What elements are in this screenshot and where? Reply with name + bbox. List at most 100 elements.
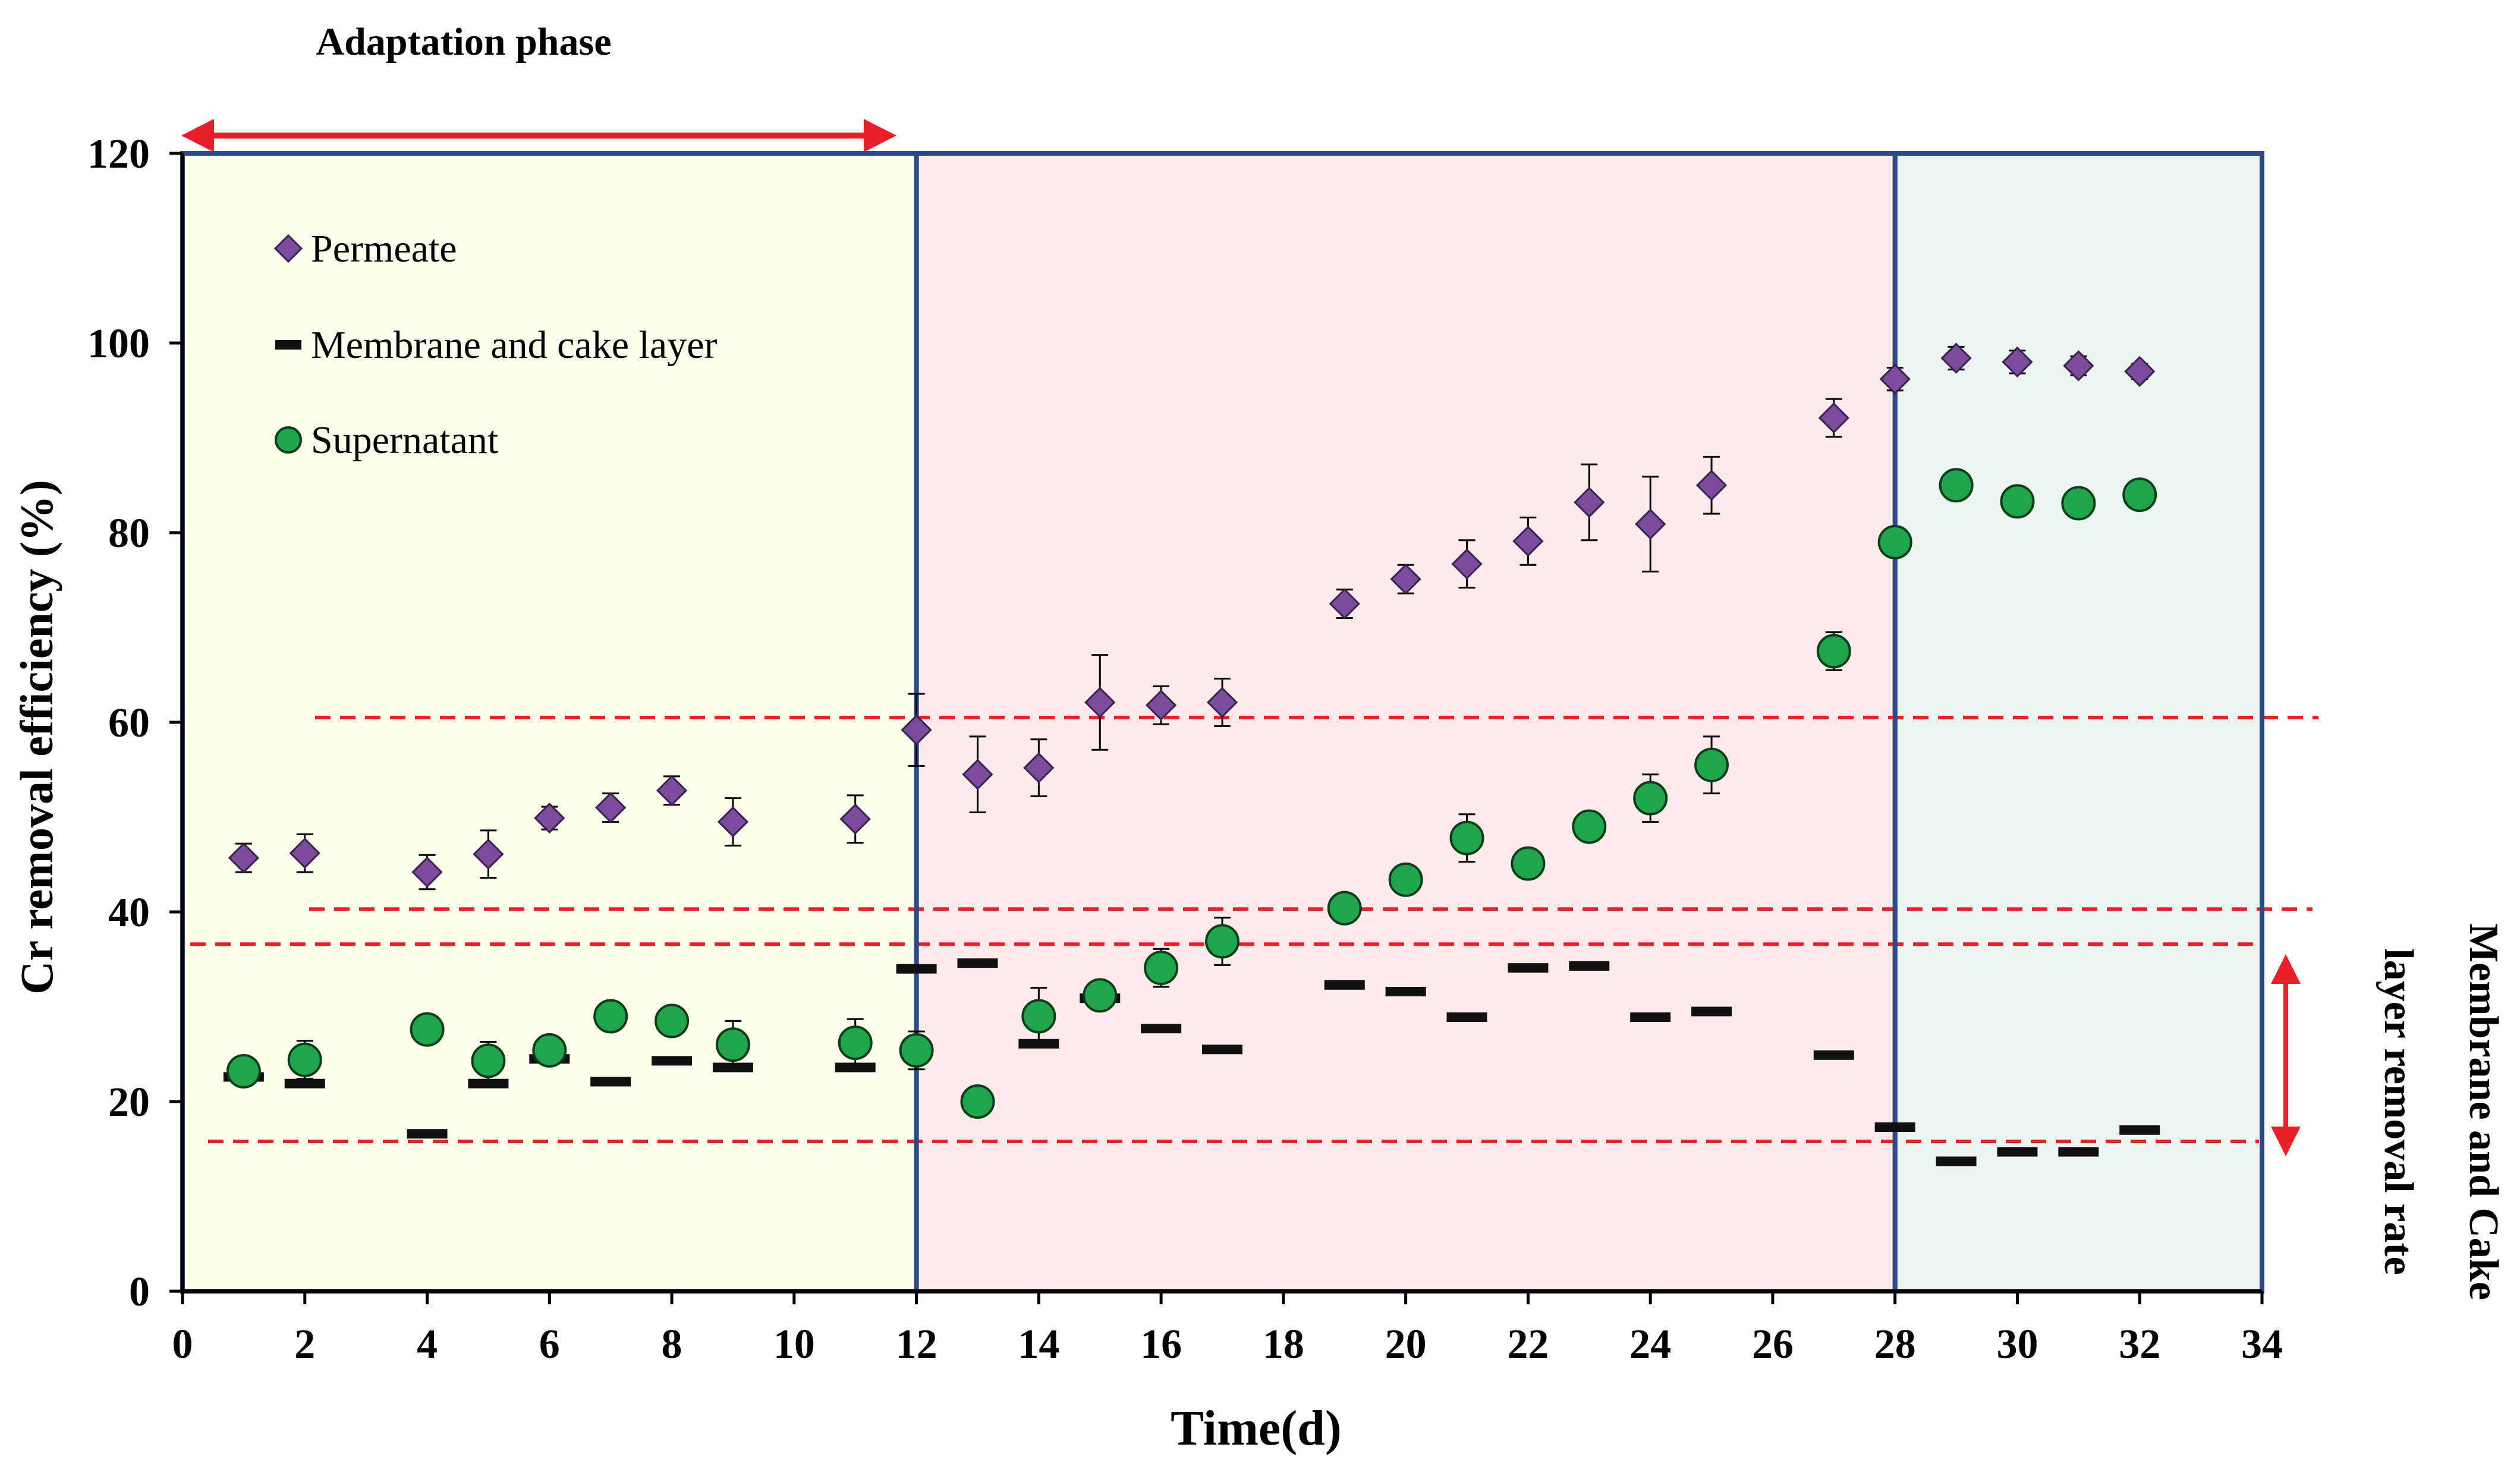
membrane-and-cake-layer-point (957, 958, 998, 968)
supernatant-point (899, 1033, 934, 1068)
x-tick-label: 4 (417, 1322, 438, 1367)
supernatant-point (2061, 486, 2096, 521)
supernatant-point (226, 1053, 261, 1089)
y-tick-label: 40 (108, 890, 150, 936)
membrane-and-cake-layer-point (1691, 1006, 1732, 1017)
supernatant-point (1511, 846, 1546, 881)
x-tick-label: 32 (2119, 1322, 2160, 1367)
membrane-and-cake-layer-point (1936, 1156, 1977, 1166)
x-tick-label: 12 (896, 1322, 937, 1367)
permeate-point (2063, 350, 2094, 382)
supernatant-point (471, 1043, 506, 1078)
legend-label: Membrane and cake layer (311, 323, 717, 367)
permeate-point (1329, 588, 1360, 619)
permeate-point (717, 806, 749, 838)
membrane-and-cake-layer-point (896, 964, 937, 974)
x-tick-label: 10 (773, 1322, 815, 1367)
membrane-and-cake-layer-point (1508, 963, 1549, 973)
x-axis-title: Time(d) (1171, 1401, 1342, 1456)
x-tick-label: 26 (1752, 1322, 1794, 1367)
x-tick-label: 34 (2241, 1322, 2283, 1367)
x-tick-label: 18 (1263, 1322, 1304, 1367)
supernatant-point (593, 999, 628, 1034)
right-label-line1: Membrane and Cake (2461, 923, 2506, 1300)
supernatant-point (1939, 468, 1974, 503)
membrane-and-cake-layer-point (1446, 1012, 1487, 1023)
chart-title: Adaptation phase (316, 20, 612, 64)
supernatant-point (2122, 477, 2157, 512)
legend-marker-permeate (273, 234, 303, 263)
permeate-point (2002, 346, 2033, 378)
permeate-point (1879, 363, 1911, 395)
legend-label: Supernatant (311, 419, 498, 462)
phase-region-1 (183, 153, 917, 1291)
membrane-removal-range-arrow (2271, 954, 2301, 1156)
membrane-and-cake-layer-point (1202, 1045, 1242, 1055)
supernatant-point (1144, 951, 1179, 986)
supernatant-point (1327, 891, 1362, 926)
phase-region-3 (1895, 153, 2262, 1291)
membrane-and-cake-layer-point (1141, 1024, 1182, 1034)
legend-marker-supernatant (275, 426, 302, 454)
x-tick-label: 0 (172, 1322, 193, 1367)
membrane-and-cake-layer-point (407, 1129, 448, 1139)
membrane-and-cake-layer-point (1997, 1147, 2038, 1157)
x-tick-label: 20 (1385, 1322, 1427, 1367)
supernatant-point (1877, 524, 1912, 559)
membrane-and-cake-layer-point (835, 1062, 876, 1072)
permeate-point (1145, 690, 1177, 721)
x-tick-label: 22 (1507, 1322, 1549, 1367)
x-tick-label: 16 (1140, 1322, 1182, 1367)
permeate-point (656, 775, 688, 806)
x-tick-label: 8 (662, 1322, 682, 1367)
permeate-point (839, 803, 871, 835)
membrane-and-cake-layer-point (712, 1062, 753, 1072)
supernatant-point (1633, 781, 1668, 816)
supernatant-point (1388, 862, 1423, 897)
y-tick-label: 20 (108, 1080, 150, 1125)
supernatant-point (532, 1033, 567, 1068)
supernatant-point (1021, 999, 1056, 1034)
supernatant-point (1205, 924, 1239, 959)
permeate-point (901, 714, 932, 745)
permeate-point (1574, 486, 1605, 518)
phase-region-2 (916, 153, 1895, 1291)
permeate-point (1023, 752, 1055, 784)
membrane-and-cake-layer-point (652, 1056, 693, 1066)
permeate-point (228, 842, 260, 874)
permeate-point (1451, 548, 1483, 580)
membrane-and-cake-layer-point (1813, 1050, 1854, 1060)
supernatant-point (1083, 978, 1118, 1013)
permeate-point (1818, 402, 1849, 434)
membrane-and-cake-layer-point (1630, 1012, 1671, 1023)
permeate-point (1695, 470, 1728, 501)
supernatant-point (655, 1003, 690, 1039)
y-tick-label: 80 (108, 511, 150, 556)
legend-label: Permeate (311, 227, 457, 270)
membrane-and-cake-layer-point (468, 1078, 509, 1089)
supernatant-point (410, 1012, 445, 1047)
supernatant-point (1572, 809, 1607, 844)
permeate-point (289, 837, 320, 869)
permeate-point (1206, 687, 1238, 718)
membrane-and-cake-layer-point (1385, 986, 1426, 996)
permeate-point (411, 856, 443, 888)
y-tick-label: 0 (129, 1269, 150, 1315)
membrane-and-cake-layer-point (1324, 980, 1365, 990)
y-tick-label: 100 (87, 321, 150, 367)
x-tick-label: 24 (1629, 1322, 1671, 1367)
permeate-point (1635, 508, 1666, 540)
supernatant-point (1816, 634, 1851, 669)
permeate-point (1390, 564, 1421, 595)
membrane-and-cake-layer-point (590, 1077, 631, 1087)
supernatant-point (1449, 820, 1484, 855)
x-tick-label: 2 (294, 1322, 315, 1367)
right-label-line2: layer removal rate (2376, 948, 2421, 1275)
supernatant-point (960, 1084, 995, 1119)
supernatant-point (2000, 484, 2035, 519)
supernatant-point (287, 1042, 322, 1077)
permeate-point (1084, 687, 1116, 718)
permeate-point (534, 802, 565, 834)
supernatant-point (838, 1025, 873, 1061)
